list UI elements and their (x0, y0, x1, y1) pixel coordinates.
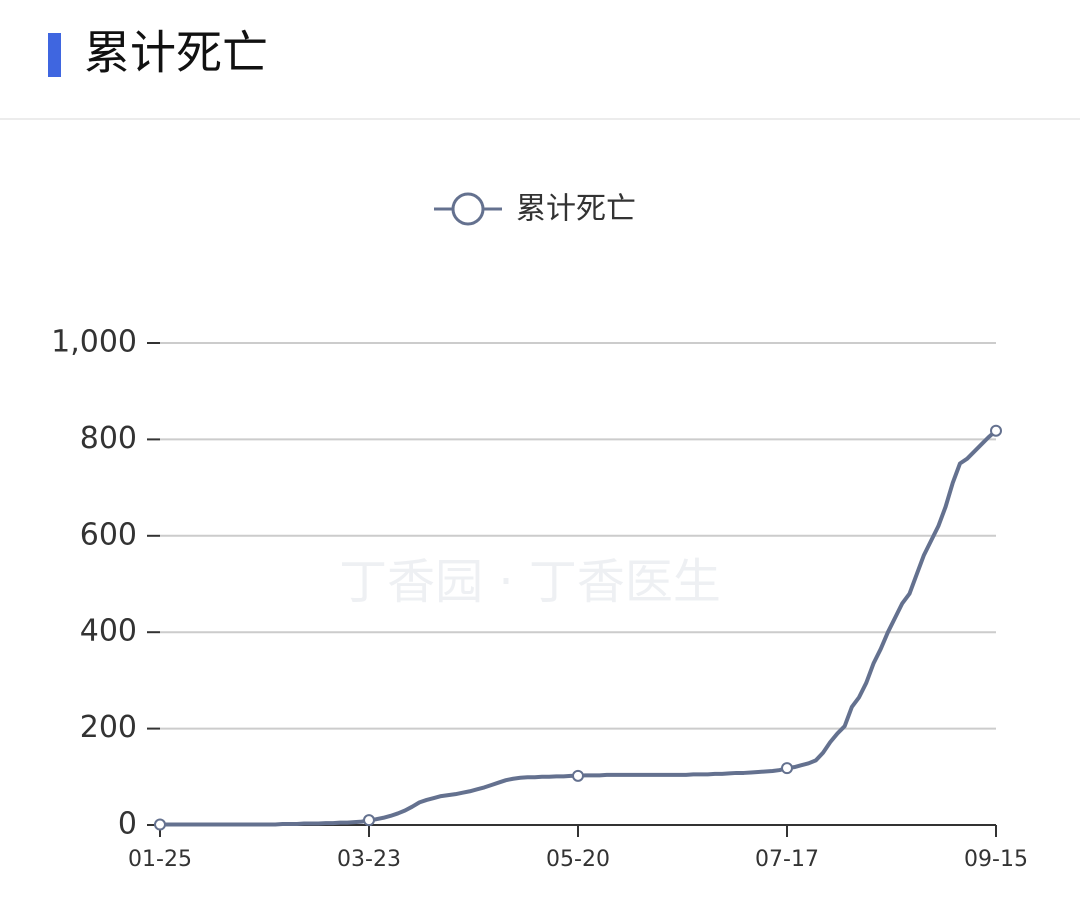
x-tick-label: 05-20 (546, 847, 610, 872)
x-tick-label: 07-17 (755, 847, 819, 872)
page-title: 累计死亡 (84, 26, 268, 80)
legend-label: 累计死亡 (516, 192, 636, 227)
x-tick-label: 09-15 (964, 847, 1028, 872)
y-tick-label: 800 (80, 421, 137, 456)
y-tick-label: 0 (118, 807, 137, 842)
point-marker (363, 814, 375, 827)
y-tick-label: 200 (80, 710, 137, 745)
watermark: 丁香园 · 丁香医生 (339, 554, 721, 610)
x-tick-label: 01-25 (128, 847, 192, 872)
point-marker (781, 762, 793, 775)
point-marker (990, 424, 1002, 437)
x-tick-label: 03-23 (337, 847, 401, 872)
y-tick-label: 1,000 (51, 325, 137, 360)
y-tick-label: 400 (80, 614, 137, 649)
point-marker (154, 818, 166, 831)
point-marker (572, 769, 584, 782)
title-accent (48, 33, 61, 77)
legend-marker (451, 192, 485, 226)
y-tick-label: 600 (80, 517, 137, 552)
